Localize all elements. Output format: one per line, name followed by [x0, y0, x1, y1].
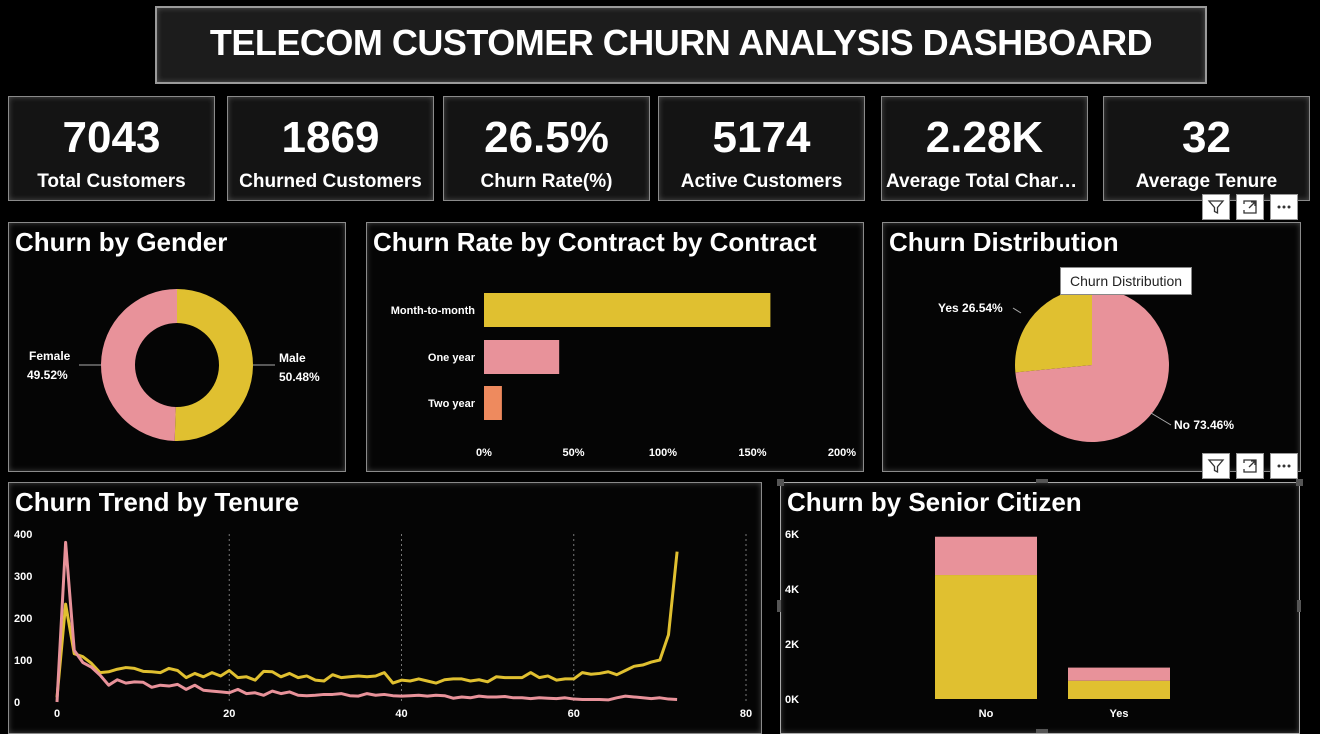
kpi-value: 32 [1182, 113, 1231, 162]
series-line-1[interactable] [55, 551, 679, 698]
y-tick-label: 100 [14, 655, 32, 667]
stacked-bar-yes-segment-1[interactable] [1068, 680, 1170, 699]
y-tick-label: Two year [428, 398, 476, 410]
chart-title: Churn by Senior Citizen [787, 487, 1082, 517]
y-tick-label: 2K [785, 639, 799, 651]
x-tick-label: 20 [223, 708, 235, 720]
bar-one-year[interactable] [484, 340, 560, 374]
filter-icon [1207, 200, 1225, 215]
y-tick-label: 0 [14, 697, 20, 709]
chart-card-tenure[interactable]: Churn Trend by Tenure 0 20 40 60 80 0 100 200 30… [8, 482, 762, 734]
series-line-2[interactable] [55, 540, 678, 703]
x-tick-label: No [979, 708, 994, 720]
filter-button[interactable] [1202, 194, 1230, 220]
dashboard-title-box: TELECOM CUSTOMER CHURN ANALYSIS DASHBOAR… [155, 6, 1207, 84]
more-options-icon [1277, 205, 1291, 209]
donut-slice-male[interactable] [174, 289, 253, 441]
kpi-label: Active Customers [680, 171, 843, 192]
resize-handle[interactable] [1036, 729, 1048, 733]
resize-handle[interactable] [777, 479, 784, 486]
x-tick-label: 200% [828, 447, 856, 459]
pie-slice-yes[interactable] [1015, 288, 1092, 373]
kpi-label: Churn Rate(%) [480, 171, 613, 192]
kpi-card-average-total-charges[interactable]: 2.28K Average Total Charges [881, 96, 1088, 201]
stacked-bar-yes-segment-2[interactable] [1068, 667, 1170, 681]
bar-month-to-month[interactable] [484, 293, 771, 327]
y-tick-label: 200 [14, 613, 32, 625]
kpi-label: Churned Customers [239, 171, 422, 192]
y-tick-label: 0K [785, 694, 799, 706]
kpi-value: 7043 [62, 113, 161, 162]
filter-button[interactable] [1202, 453, 1230, 479]
chart-title: Churn Rate by Contract by Contract [373, 227, 817, 257]
senior-stacked-bar-chart[interactable]: 0K 2K 4K 6K No Yes [781, 483, 1299, 733]
data-label-yes: Yes 26.54% [938, 301, 1003, 315]
kpi-card-active-customers[interactable]: 5174 Active Customers [658, 96, 865, 201]
focus-mode-icon [1243, 200, 1257, 214]
filter-icon [1207, 459, 1225, 474]
kpi-value: 2.28K [925, 113, 1044, 162]
more-options-icon [1277, 464, 1291, 468]
kpi-value: 5174 [712, 113, 811, 162]
bar-two-year[interactable] [484, 386, 502, 420]
x-tick-label: 40 [395, 708, 407, 720]
x-tick-label: 150% [738, 447, 766, 459]
chart-card-contract[interactable]: Churn Rate by Contract by Contract Month… [366, 222, 864, 472]
chart-tooltip: Churn Distribution [1060, 267, 1193, 295]
pie-slice-no[interactable] [1015, 288, 1169, 442]
dashboard-title: TELECOM CUSTOMER CHURN ANALYSIS DASHBOAR… [209, 22, 1153, 63]
stacked-bar-no-segment-2[interactable] [935, 536, 1037, 576]
resize-handle[interactable] [1036, 479, 1048, 483]
gender-donut-chart[interactable]: Male 50.48% Female 49.52% [9, 223, 345, 471]
chart-card-gender[interactable]: Churn by Gender Male 50.48% Female 49.52% [8, 222, 346, 472]
resize-handle[interactable] [777, 600, 781, 612]
contract-bar-chart[interactable]: Month-to-month One year Two year 0% 50% 100% 1… [367, 223, 863, 471]
tenure-line-chart[interactable]: 0 20 40 60 80 0 100 200 300 400 [9, 483, 761, 733]
resize-handle[interactable] [1296, 479, 1303, 486]
leader-line [1150, 412, 1172, 426]
distribution-pie-chart[interactable]: Yes 26.54% No 73.46% [883, 223, 1300, 471]
focus-mode-button[interactable] [1236, 453, 1264, 479]
data-label-female-value: 49.52% [27, 368, 68, 382]
leader-line [1012, 307, 1022, 314]
focus-mode-button[interactable] [1236, 194, 1264, 220]
data-label-male-value: 50.48% [279, 370, 320, 384]
kpi-card-average-tenure[interactable]: 32 Average Tenure [1103, 96, 1310, 201]
more-options-button[interactable] [1270, 453, 1298, 479]
kpi-card-churn-rate[interactable]: 26.5% Churn Rate(%) [443, 96, 650, 201]
kpi-card-churned-customers[interactable]: 1869 Churned Customers [227, 96, 434, 201]
stacked-bar-no-segment-1[interactable] [935, 575, 1037, 699]
kpi-value: 1869 [281, 113, 380, 162]
kpi-card-total-customers[interactable]: 7043 Total Customers [8, 96, 215, 201]
data-label-male-name: Male [279, 351, 306, 365]
y-tick-label: 4K [785, 584, 799, 596]
x-tick-label: 0% [476, 447, 492, 459]
chart-title: Churn Trend by Tenure [15, 487, 300, 517]
resize-handle[interactable] [1297, 600, 1301, 612]
chart-title: Churn Distribution [889, 227, 1119, 257]
kpi-label: Average Total Charges [886, 171, 1083, 192]
y-tick-label: 400 [14, 529, 32, 541]
kpi-label: Total Customers [37, 171, 186, 192]
y-tick-label: 6K [785, 529, 799, 541]
y-tick-label: 300 [14, 571, 32, 583]
focus-mode-icon [1243, 459, 1257, 473]
x-tick-label: 0 [54, 708, 60, 720]
data-label-no: No 73.46% [1174, 418, 1234, 432]
y-tick-label: Month-to-month [391, 305, 476, 317]
kpi-label: Average Tenure [1135, 171, 1278, 192]
x-tick-label: 50% [562, 447, 584, 459]
x-tick-label: Yes [1110, 708, 1129, 720]
kpi-value: 26.5% [484, 113, 609, 162]
donut-slice-female[interactable] [100, 289, 177, 441]
more-options-button[interactable] [1270, 194, 1298, 220]
chart-card-distribution[interactable]: Churn Distribution Yes 26.54% No 73.46% [882, 222, 1301, 472]
x-tick-label: 100% [649, 447, 677, 459]
x-tick-label: 80 [740, 708, 752, 720]
chart-title: Churn by Gender [15, 227, 228, 257]
x-tick-label: 60 [568, 708, 580, 720]
y-tick-label: One year [428, 352, 476, 364]
chart-card-senior[interactable]: Churn by Senior Citizen 0K 2K 4K 6K No Yes [780, 482, 1300, 734]
data-label-female-name: Female [29, 349, 71, 363]
